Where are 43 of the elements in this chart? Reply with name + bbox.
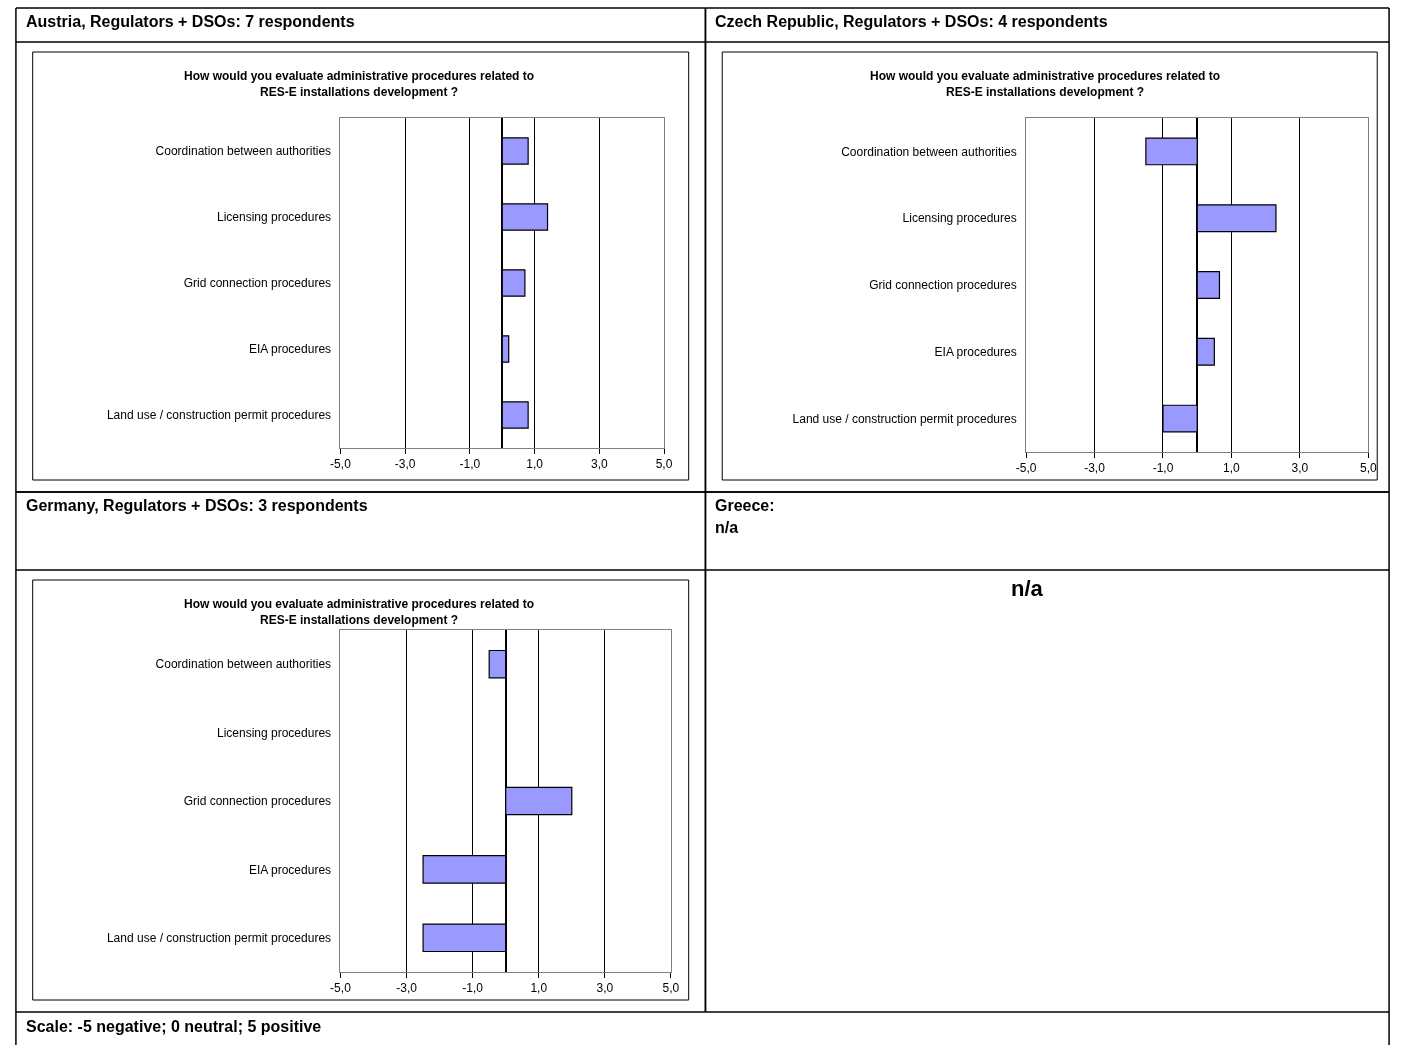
x-tick-label: 1,0 <box>526 457 544 472</box>
x-tick-label: -5,0 <box>330 457 352 472</box>
text: Germany, Regulators + DSOs: 3 respondents <box>26 497 368 514</box>
x-tick-label: -3,0 <box>396 981 418 996</box>
x-tick-label: -5,0 <box>330 981 352 996</box>
y-tick-label: Land use / construction permit procedures <box>106 931 332 945</box>
y-tick-label: Grid connection procedures <box>869 278 1017 293</box>
y-tick-label: Grid connection procedures <box>183 794 332 809</box>
x-tick-label: 1,0 <box>530 981 548 996</box>
y-tick-label: Coordination between authorities <box>155 657 332 672</box>
y-tick-label: Land use / construction permit procedures <box>792 411 1017 426</box>
chart-subtitle: How would you evaluate administrative procedures related to RES-E installations development ? <box>184 597 535 627</box>
x-tick-label: -1,0 <box>462 981 484 996</box>
x-tick-label: 5,0 <box>662 981 680 996</box>
x-tick-label: 3,0 <box>590 457 608 472</box>
text: n/a <box>715 519 739 536</box>
x-tick-label: -5,0 <box>1015 461 1037 476</box>
y-tick-label: EIA procedures <box>249 862 332 877</box>
x-tick-label: 3,0 <box>1291 461 1309 476</box>
chart-subtitle: How would you evaluate administrative procedures related to RES-E installations development ? <box>870 69 1221 99</box>
y-tick-label: Coordination between authorities <box>841 144 1017 159</box>
x-tick-label: 5,0 <box>655 457 673 472</box>
y-tick-label: EIA procedures <box>249 342 332 357</box>
x-tick-label: 5,0 <box>1360 461 1378 476</box>
chart-subtitle: How would you evaluate administrative procedures related to RES-E installations development ? <box>184 69 535 99</box>
x-tick-label: 3,0 <box>596 981 614 996</box>
text: Austria, Regulators + DSOs: 7 respondents <box>26 13 355 30</box>
text: Scale: -5 negative; 0 neutral; 5 positive <box>26 1018 322 1035</box>
y-tick-label: Land use / construction permit procedures <box>106 408 332 423</box>
y-tick-label: EIA procedures <box>934 345 1017 359</box>
x-tick-label: -3,0 <box>394 457 416 472</box>
text: Greece: <box>715 497 775 514</box>
y-tick-label: Coordination between authorities <box>155 144 332 159</box>
x-tick-label: -1,0 <box>459 457 481 472</box>
y-tick-label: Licensing procedures <box>216 725 332 740</box>
x-tick-label: 1,0 <box>1223 461 1241 476</box>
chart-title: Czech Republic, Regulators + DSOs: 4 respondents <box>715 13 1108 30</box>
y-tick-label: Licensing procedures <box>216 210 332 225</box>
text: n/a <box>1011 576 1044 601</box>
x-tick-label: -1,0 <box>1152 461 1174 476</box>
x-tick-label: -3,0 <box>1084 461 1106 476</box>
y-tick-label: Licensing procedures <box>902 211 1017 226</box>
y-tick-label: Grid connection procedures <box>183 276 332 291</box>
